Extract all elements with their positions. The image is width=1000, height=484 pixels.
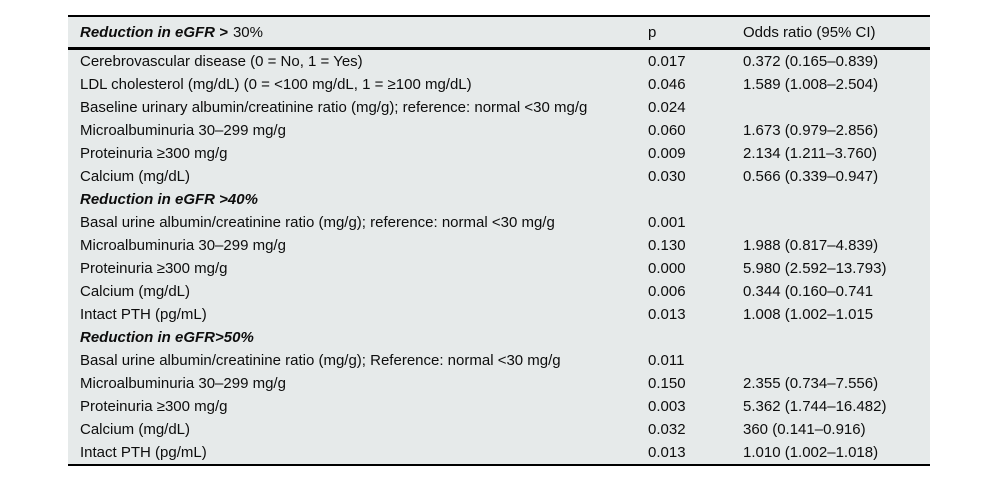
table-row: Microalbuminuria 30–299 mg/g 0.150 2.355… — [68, 372, 930, 395]
p-value: 0.017 — [648, 53, 686, 70]
table-row: Calcium (mg/dL) 0.032 360 (0.141–0.916) — [68, 418, 930, 441]
parameter-label: Basal urine albumin/creatinine ratio (mg… — [80, 214, 555, 231]
parameter-label: Microalbuminuria 30–299 mg/g — [80, 237, 286, 254]
table-row: Microalbuminuria 30–299 mg/g 0.060 1.673… — [68, 119, 930, 142]
odds-ratio-value: 1.589 (1.008–2.504) — [743, 76, 879, 93]
p-value: 0.009 — [648, 145, 686, 162]
p-value: 0.130 — [648, 237, 686, 254]
parameter-label: Proteinuria ≥300 mg/g — [80, 145, 228, 162]
section-header-row: Reduction in eGFR>50% — [68, 326, 930, 349]
parameter-label: Calcium (mg/dL) — [80, 283, 191, 300]
table-row: Proteinuria ≥300 mg/g 0.000 5.980 (2.592… — [68, 257, 930, 280]
parameter-label: LDL cholesterol (mg/dL) (0 = <100 mg/dL,… — [80, 76, 472, 93]
odds-ratio-value: 0.566 (0.339–0.947) — [743, 168, 879, 185]
parameter-label: Proteinuria ≥300 mg/g — [80, 260, 228, 277]
parameter-label: Microalbuminuria 30–299 mg/g — [80, 122, 286, 139]
odds-ratio-value: 1.008 (1.002–1.015 — [743, 306, 874, 323]
table-header: Reduction in eGFR >30% p Odds ratio (95%… — [68, 16, 930, 50]
p-column-header: p — [648, 16, 743, 50]
p-value: 0.032 — [648, 421, 686, 438]
p-value: 0.013 — [648, 444, 686, 461]
parameter-label: Calcium (mg/dL) — [80, 421, 191, 438]
table-row: Intact PTH (pg/mL) 0.013 1.008 (1.002–1.… — [68, 303, 930, 326]
p-value: 0.024 — [648, 99, 686, 116]
table-row: Cerebrovascular disease (0 = No, 1 = Yes… — [68, 49, 930, 74]
section-title: Reduction in eGFR >40% — [80, 191, 258, 208]
table-body: Cerebrovascular disease (0 = No, 1 = Yes… — [68, 49, 930, 466]
odds-ratio-value: 2.134 (1.211–3.760) — [743, 145, 877, 162]
odds-ratio-value — [743, 326, 930, 349]
odds-ratio-value: 5.362 (1.744–16.482) — [743, 398, 887, 415]
odds-ratio-value — [743, 188, 930, 211]
odds-ratio-value: 5.980 (2.592–13.793) — [743, 260, 887, 277]
table-row: Intact PTH (pg/mL) 0.013 1.010 (1.002–1.… — [68, 441, 930, 465]
odds-ratio-value: 2.355 (0.734–7.556) — [743, 375, 879, 392]
odds-ratio-value: 0.344 (0.160–0.741 — [743, 283, 874, 300]
odds-ratio-column-header: Odds ratio (95% CI) — [743, 16, 930, 50]
table-row: Calcium (mg/dL) 0.030 0.566 (0.339–0.947… — [68, 165, 930, 188]
parameter-label: Baseline urinary albumin/creatinine rati… — [80, 99, 588, 116]
p-value — [648, 326, 743, 349]
odds-ratio-value — [743, 211, 930, 234]
odds-ratio-value: 360 (0.141–0.916) — [743, 421, 866, 438]
parameter-label: Microalbuminuria 30–299 mg/g — [80, 375, 286, 392]
table-row: Microalbuminuria 30–299 mg/g 0.130 1.988… — [68, 234, 930, 257]
section-header-row: Reduction in eGFR >40% — [68, 188, 930, 211]
odds-ratio-value: 1.673 (0.979–2.856) — [743, 122, 879, 139]
parameter-label: Cerebrovascular disease (0 = No, 1 = Yes… — [80, 53, 363, 70]
p-value: 0.006 — [648, 283, 686, 300]
table-row: Baseline urinary albumin/creatinine rati… — [68, 96, 930, 119]
table-row: Proteinuria ≥300 mg/g 0.003 5.362 (1.744… — [68, 395, 930, 418]
table-row: LDL cholesterol (mg/dL) (0 = <100 mg/dL,… — [68, 73, 930, 96]
odds-ratio-value: 1.010 (1.002–1.018) — [743, 444, 879, 461]
table-row: Proteinuria ≥300 mg/g 0.009 2.134 (1.211… — [68, 142, 930, 165]
p-value: 0.013 — [648, 306, 686, 323]
parameter-label: Calcium (mg/dL) — [80, 168, 191, 185]
results-table-container: Reduction in eGFR >30% p Odds ratio (95%… — [68, 15, 930, 466]
p-value: 0.001 — [648, 214, 686, 231]
p-value: 0.046 — [648, 76, 686, 93]
odds-ratio-value — [743, 349, 930, 372]
odds-ratio-value: 0.372 (0.165–0.839) — [743, 53, 879, 70]
p-value: 0.011 — [648, 352, 685, 369]
header-row: Reduction in eGFR >30% p Odds ratio (95%… — [68, 16, 930, 50]
table-row: Calcium (mg/dL) 0.006 0.344 (0.160–0.741 — [68, 280, 930, 303]
p-value: 0.060 — [648, 122, 686, 139]
odds-ratio-table: Reduction in eGFR >30% p Odds ratio (95%… — [68, 15, 930, 466]
odds-ratio-value: 1.988 (0.817–4.839) — [743, 237, 879, 254]
odds-ratio-value — [743, 96, 930, 119]
p-value: 0.150 — [648, 375, 686, 392]
parameter-label: Intact PTH (pg/mL) — [80, 306, 207, 323]
table-title-bold: Reduction in eGFR > — [80, 23, 228, 41]
section-title: Reduction in eGFR>50% — [80, 329, 254, 346]
p-value — [648, 188, 743, 211]
table-row: Basal urine albumin/creatinine ratio (mg… — [68, 211, 930, 234]
table-title-cell: Reduction in eGFR >30% — [68, 16, 648, 50]
p-value: 0.030 — [648, 168, 686, 185]
table-title-threshold: 30% — [232, 23, 263, 41]
parameter-label: Proteinuria ≥300 mg/g — [80, 398, 228, 415]
parameter-label: Intact PTH (pg/mL) — [80, 444, 207, 461]
p-value: 0.003 — [648, 398, 686, 415]
p-value: 0.000 — [648, 260, 686, 277]
parameter-label: Basal urine albumin/creatinine ratio (mg… — [80, 352, 561, 369]
table-row: Basal urine albumin/creatinine ratio (mg… — [68, 349, 930, 372]
